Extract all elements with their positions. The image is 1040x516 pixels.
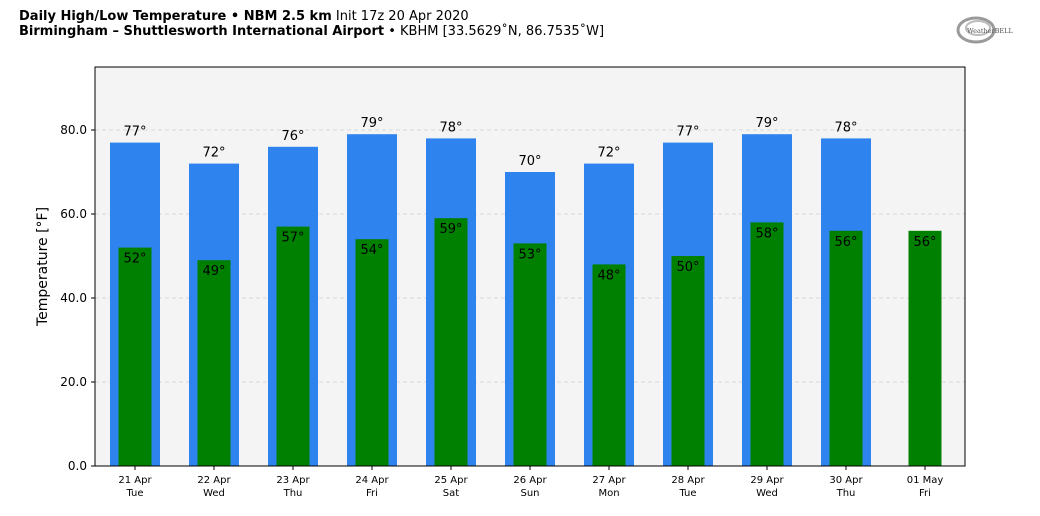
- y-tick-label: 60.0: [60, 207, 87, 221]
- high-value-label: 77°: [676, 125, 699, 140]
- x-tick-label-date: 28 Apr: [671, 475, 705, 486]
- bars: [110, 134, 942, 467]
- x-tick-label-day: Wed: [203, 488, 225, 499]
- x-tick-label-day: Sun: [520, 488, 539, 499]
- x-tick-label-date: 23 Apr: [276, 475, 310, 486]
- x-tick-label-day: Sat: [443, 488, 459, 499]
- chart-title: Daily High/Low Temperature • NBM 2.5 km: [19, 9, 332, 24]
- value-labels: 77° 52° 72° 49° 76° 57° 79° 54° 78° 59° 70° 53° 72° 4…: [123, 116, 936, 283]
- low-value-label: 58°: [755, 226, 778, 241]
- x-tick-label-date: 01 May: [907, 475, 944, 486]
- init-time: Init 17z 20 Apr 2020: [335, 9, 469, 24]
- high-value-label: 77°: [123, 125, 146, 140]
- x-tick-label-date: 25 Apr: [434, 475, 468, 486]
- x-tick-label-day: Wed: [756, 488, 778, 499]
- high-value-label: 76°: [281, 129, 304, 144]
- high-value-label: 70°: [518, 154, 541, 169]
- low-bar: [118, 247, 152, 466]
- low-value-label: 54°: [360, 243, 383, 258]
- y-tick-label: 80.0: [60, 123, 87, 137]
- low-bar: [434, 218, 468, 466]
- x-tick-label-date: 21 Apr: [118, 475, 152, 486]
- low-value-label: 53°: [518, 247, 541, 262]
- low-bar: [355, 239, 389, 466]
- x-axis: 21 Apr Tue 22 Apr Wed 23 Apr Thu 24 Apr Fri 25 A…: [118, 466, 943, 499]
- x-tick-label-date: 29 Apr: [750, 475, 784, 486]
- title-line: Daily High/Low Temperature • NBM 2.5 km …: [19, 9, 604, 24]
- y-tick-label: 0.0: [68, 459, 87, 473]
- low-value-label: 57°: [281, 231, 304, 246]
- x-tick-label-date: 27 Apr: [592, 475, 626, 486]
- x-tick-label-date: 22 Apr: [197, 475, 231, 486]
- low-bar: [750, 222, 784, 466]
- low-bar: [197, 260, 231, 466]
- x-tick-label-day: Fri: [366, 488, 378, 499]
- low-value-label: 59°: [439, 222, 462, 237]
- low-bar: [276, 226, 310, 466]
- high-value-label: 78°: [834, 120, 857, 135]
- x-tick-label-day: Fri: [919, 488, 931, 499]
- low-bar: [592, 264, 626, 466]
- low-value-label: 50°: [676, 260, 699, 275]
- x-tick-label-day: Tue: [125, 488, 143, 499]
- low-value-label: 56°: [913, 235, 936, 250]
- low-value-label: 48°: [597, 268, 620, 283]
- x-tick-label-date: 26 Apr: [513, 475, 547, 486]
- station-name: Birmingham – Shuttlesworth International…: [19, 24, 385, 39]
- station-detail: • KBHM [33.5629˚N, 86.7535˚W]: [388, 24, 605, 39]
- low-bar: [908, 230, 942, 466]
- low-bar: [829, 230, 863, 466]
- low-bar: [513, 243, 547, 466]
- high-value-label: 79°: [755, 116, 778, 131]
- high-value-label: 78°: [439, 120, 462, 135]
- x-tick-label-day: Mon: [598, 488, 619, 499]
- x-tick-label-day: Tue: [678, 488, 696, 499]
- low-bar: [671, 256, 705, 466]
- high-value-label: 72°: [597, 146, 620, 161]
- low-value-label: 52°: [123, 252, 146, 267]
- y-axis-title: Temperature [°F]: [35, 207, 51, 327]
- chart-header: Daily High/Low Temperature • NBM 2.5 km …: [19, 9, 604, 39]
- x-tick-label-day: Thu: [283, 488, 303, 499]
- high-value-label: 79°: [360, 116, 383, 131]
- low-value-label: 49°: [202, 264, 225, 279]
- y-tick-label: 40.0: [60, 291, 87, 305]
- x-tick-label-date: 30 Apr: [829, 475, 863, 486]
- low-value-label: 56°: [834, 235, 857, 250]
- high-value-label: 72°: [202, 146, 225, 161]
- y-axis: 0.0 20.0 40.0 60.0 80.0: [60, 123, 95, 473]
- logo-text: WeatherBELL: [967, 27, 1013, 35]
- x-tick-label-date: 24 Apr: [355, 475, 389, 486]
- location-line: Birmingham – Shuttlesworth International…: [19, 24, 604, 39]
- y-tick-label: 20.0: [60, 375, 87, 389]
- weatherbell-logo: WeatherBELL: [956, 16, 1013, 44]
- x-tick-label-day: Thu: [836, 488, 856, 499]
